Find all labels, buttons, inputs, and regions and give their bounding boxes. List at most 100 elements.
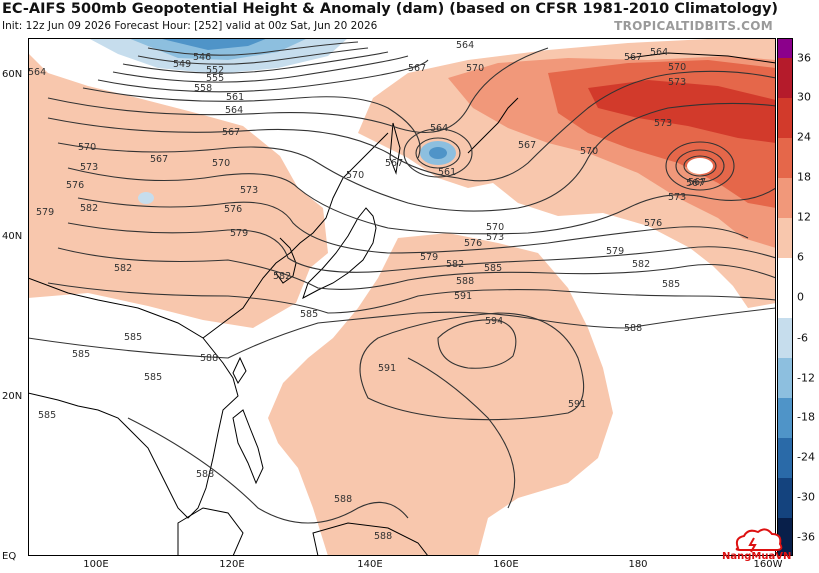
contour-label: 567	[688, 177, 706, 188]
coastline-china-east	[202, 132, 389, 339]
contour-588-south2	[407, 357, 516, 509]
colorbar-swatch-pos24	[777, 98, 793, 138]
contour-label: 588	[196, 469, 214, 480]
contour-label: 573	[80, 162, 98, 173]
colorbar-swatch-zero	[777, 258, 793, 318]
contour-label: 567	[222, 127, 240, 138]
anomaly-neg-small	[138, 192, 154, 204]
colorbar-label: 18	[797, 170, 811, 184]
anomaly-neg18-north	[158, 38, 268, 50]
contour-label: 573	[486, 232, 504, 243]
coastline-taiwan	[232, 356, 247, 384]
contour-label: 546	[193, 52, 211, 63]
map-title: EC-AIFS 500mb Geopotential Height & Anom…	[2, 1, 779, 17]
coastline-philippines	[232, 409, 264, 485]
colorbar-label: 12	[797, 210, 811, 224]
contour-label: 558	[194, 83, 212, 94]
lat-label-40n: 40N	[2, 231, 23, 242]
colorbar-label: -12	[797, 371, 815, 385]
contour-label: 570	[78, 142, 96, 153]
colorbar-swatch-neg30	[777, 478, 793, 518]
contour-label: 564	[430, 123, 448, 134]
coastline-borneo	[177, 507, 244, 556]
contour-label: 588	[624, 323, 642, 334]
contour-576	[77, 197, 749, 254]
contour-label: 582	[632, 259, 650, 270]
brand-watermark[interactable]: TROPICALTIDBITS.COM	[614, 19, 773, 33]
lat-label-eq: EQ	[2, 551, 17, 562]
contour-549	[137, 47, 369, 65]
colorbar-label: -18	[797, 410, 815, 424]
lat-label-20n: 20N	[2, 391, 23, 402]
colorbar-swatch-neg6	[777, 318, 793, 358]
colorbar-swatch-neg24	[777, 438, 793, 478]
contour-588-south	[127, 417, 409, 524]
contour-label: 567	[624, 52, 642, 63]
lon-label-120e: 120E	[219, 559, 245, 570]
anomaly-shading	[28, 38, 776, 556]
logo-text: NangMuaVN	[722, 551, 792, 562]
contour-label: 579	[36, 207, 54, 218]
coastline-alaska	[627, 52, 776, 64]
lon-label-180: 180	[628, 559, 648, 570]
contour-label: 588	[456, 276, 474, 287]
coastline-kamchatka	[467, 97, 519, 154]
contour-label: 591	[568, 399, 586, 410]
lat-label-60n: 60N	[2, 69, 23, 80]
contour-label: 576	[66, 180, 84, 191]
contour-label: 552	[206, 65, 224, 76]
contour-567	[47, 70, 776, 182]
contour-label: 585	[144, 372, 162, 383]
contour-561	[82, 87, 421, 159]
contour-label: 582	[273, 271, 291, 282]
colorbar-swatch-pos30	[777, 58, 793, 98]
contour-label: 561	[438, 167, 456, 178]
contour-label: 594	[485, 316, 503, 327]
contour-label: 591	[454, 291, 472, 302]
contour-label: 561	[226, 92, 244, 103]
colorbar-label: -6	[797, 331, 808, 345]
contour-label: 579	[420, 252, 438, 263]
contour-label: 573	[668, 192, 686, 203]
anomaly-white-high	[687, 158, 713, 174]
contour-label: 576	[224, 204, 242, 215]
contour-label: 585	[300, 309, 318, 320]
contour-588	[28, 307, 776, 359]
contour-558	[97, 59, 429, 93]
lon-label-140e: 140E	[357, 559, 383, 570]
contour-label: 549	[173, 59, 191, 70]
height-contours	[28, 41, 776, 524]
contour-label: 570	[212, 158, 230, 169]
colorbar-swatch-pos36	[777, 38, 793, 58]
contour-555	[112, 55, 409, 83]
colorbar-label: 0	[797, 290, 804, 304]
contour-label: 573	[668, 77, 686, 88]
contour-low-mid	[403, 128, 473, 178]
contour-label: 570	[466, 63, 484, 74]
coastlines	[28, 52, 776, 556]
contour-high-mid	[675, 149, 725, 183]
contour-label: 582	[114, 263, 132, 274]
contour-label: 582	[80, 203, 98, 214]
contour-label: 555	[206, 73, 224, 84]
coastline-sakhalin	[389, 122, 401, 175]
colorbar-swatch-pos12	[777, 178, 793, 218]
contour-579	[67, 222, 776, 273]
contour-594-ring	[437, 319, 517, 369]
contour-label: 570	[486, 222, 504, 233]
colorbar-label: -36	[797, 530, 815, 544]
contour-label: 582	[446, 259, 464, 270]
lon-label-160e: 160E	[493, 559, 519, 570]
contour-label: 570	[346, 170, 364, 181]
anomaly-pos6-pacific	[268, 233, 613, 556]
contour-label: 567	[150, 154, 168, 165]
contour-high-outer	[665, 141, 735, 191]
contour-570	[57, 102, 776, 212]
contour-label: 579	[230, 228, 248, 239]
contour-552	[122, 51, 389, 74]
contour-label: 573	[654, 118, 672, 129]
coastline-newguinea	[312, 522, 429, 556]
anomaly-colorbar	[777, 38, 793, 556]
contour-label: 564	[225, 105, 243, 116]
contour-591-ring	[359, 312, 585, 421]
